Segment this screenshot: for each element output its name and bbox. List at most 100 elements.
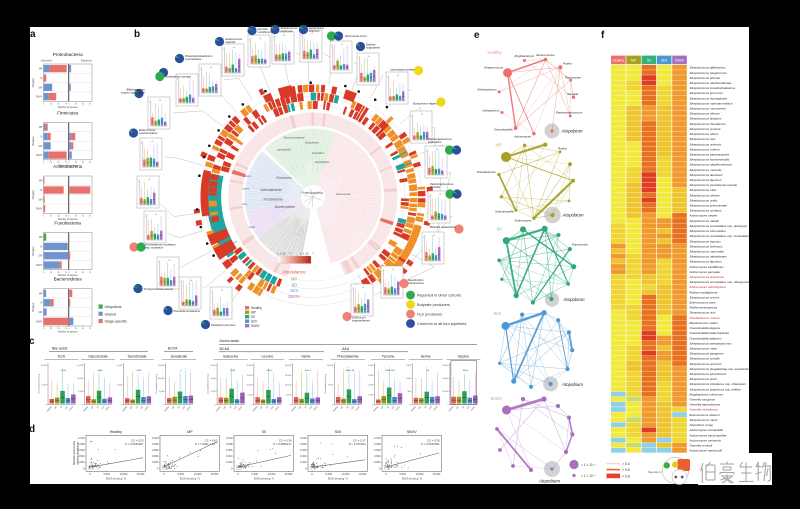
svg-text:0.008: 0.008 bbox=[300, 442, 307, 446]
svg-text:Actinomyces suimastidis: Actinomyces suimastidis bbox=[689, 428, 724, 432]
svg-text:2,000: 2,000 bbox=[406, 365, 412, 367]
svg-text:Ubiquitous: Ubiquitous bbox=[105, 305, 122, 309]
svg-text:0.010: 0.010 bbox=[152, 436, 159, 440]
svg-text:Streptococcus cristatus: Streptococcus cristatus bbox=[690, 209, 722, 213]
svg-text:Streptococcus caballi: Streptococcus caballi bbox=[690, 219, 720, 223]
svg-text:BCAA: BCAA bbox=[220, 347, 230, 351]
svg-text:S0: S0 bbox=[497, 227, 503, 232]
svg-text:CC = 0.39: CC = 0.39 bbox=[427, 439, 440, 443]
svg-text:50: 50 bbox=[82, 104, 85, 106]
svg-text:Gemella: Gemella bbox=[258, 27, 269, 31]
svg-text:Shared: Shared bbox=[105, 312, 117, 316]
svg-text:SIII/IV: SIII/IV bbox=[251, 324, 261, 328]
svg-text:1: 1 bbox=[180, 282, 181, 284]
svg-text:50: 50 bbox=[82, 162, 85, 164]
svg-text:Streptococcus oralis: Streptococcus oralis bbox=[690, 198, 718, 202]
svg-text:Stages: Stages bbox=[31, 246, 35, 256]
svg-text:5,000: 5,000 bbox=[247, 395, 253, 397]
svg-text:1: 1 bbox=[301, 35, 302, 37]
svg-text:*: * bbox=[180, 369, 182, 373]
svg-text:P = 1.9021 × 10⁻⁷: P = 1.9021 × 10⁻⁷ bbox=[195, 442, 217, 446]
svg-text:10,000: 10,000 bbox=[416, 472, 424, 476]
svg-text:succinatutens: succinatutens bbox=[185, 57, 202, 61]
svg-text:Actinomyces georgiae: Actinomyces georgiae bbox=[689, 270, 721, 274]
svg-text:1: 1 bbox=[158, 262, 159, 264]
svg-text:MP: MP bbox=[130, 406, 134, 410]
svg-text:Streptococcus equinus: Streptococcus equinus bbox=[690, 239, 722, 243]
svg-text:Leucine: Leucine bbox=[261, 355, 273, 359]
svg-text:*: * bbox=[187, 76, 189, 80]
svg-text:0: 0 bbox=[83, 466, 85, 470]
svg-text:25: 25 bbox=[50, 216, 53, 218]
svg-text:0.006: 0.006 bbox=[374, 448, 381, 452]
svg-text:Stages: Stages bbox=[31, 190, 35, 200]
svg-text:SIII/IV: SIII/IV bbox=[491, 396, 503, 401]
svg-text:Healthy: Healthy bbox=[215, 405, 222, 412]
svg-text:*: * bbox=[421, 113, 423, 117]
svg-text:Streptococcus loxodontisalivar: Streptococcus loxodontisalivarius bbox=[690, 86, 736, 90]
svg-text:Streptococcus oligofermentans: Streptococcus oligofermentans bbox=[690, 163, 733, 167]
svg-text:Firmicutes: Firmicutes bbox=[276, 176, 292, 180]
svg-text:15,000: 15,000 bbox=[285, 375, 292, 377]
svg-text:S0: S0 bbox=[251, 315, 255, 319]
svg-text:S0: S0 bbox=[647, 59, 651, 63]
svg-text:S0: S0 bbox=[136, 405, 140, 409]
svg-text:10,000: 10,000 bbox=[285, 385, 292, 387]
svg-text:Butyrate producers: Butyrate producers bbox=[417, 302, 450, 307]
svg-text:> 0.8: > 0.8 bbox=[622, 474, 630, 478]
svg-text:SIII/IV: SIII/IV bbox=[36, 265, 43, 267]
svg-text:10,000: 10,000 bbox=[268, 472, 276, 476]
svg-text:Streptococcus pseudopneumoniae: Streptococcus pseudopneumoniae bbox=[690, 183, 738, 187]
svg-text:Granulicatella: Granulicatella bbox=[494, 128, 513, 132]
svg-text:2,000: 2,000 bbox=[211, 391, 217, 393]
svg-text:sap. nucleatum: sap. nucleatum bbox=[145, 246, 164, 250]
svg-text:AAA: AAA bbox=[342, 347, 350, 351]
svg-text:4,000: 4,000 bbox=[368, 365, 374, 367]
svg-text:10,000: 10,000 bbox=[194, 472, 202, 476]
svg-text:SI/II: SI/II bbox=[65, 406, 69, 410]
svg-text:0: 0 bbox=[43, 328, 45, 330]
svg-text:Isoleucine: Isoleucine bbox=[223, 355, 238, 359]
svg-text:Actinomyces cardiffensis: Actinomyces cardiffensis bbox=[689, 265, 724, 269]
svg-text:Serine: Serine bbox=[421, 355, 431, 359]
svg-text:CC = 0.17: CC = 0.17 bbox=[353, 439, 366, 443]
svg-text:6,000: 6,000 bbox=[211, 365, 217, 367]
svg-text:CC = 0.23: CC = 0.23 bbox=[131, 439, 144, 443]
svg-text:Stages: Stages bbox=[31, 302, 35, 312]
svg-text:Streptococcus ursoris: Streptococcus ursoris bbox=[690, 295, 720, 299]
svg-text:Streptococcus cuniculi: Streptococcus cuniculi bbox=[690, 127, 721, 131]
svg-text:*: * bbox=[259, 37, 261, 41]
svg-text:0: 0 bbox=[43, 272, 45, 274]
svg-text:0.006: 0.006 bbox=[78, 448, 85, 452]
svg-text:75: 75 bbox=[65, 104, 68, 106]
svg-text:0: 0 bbox=[68, 328, 70, 330]
svg-text:Number of species: Number of species bbox=[58, 106, 79, 109]
svg-text:10,000: 10,000 bbox=[342, 472, 350, 476]
svg-text:0: 0 bbox=[385, 472, 387, 476]
svg-text:2,000: 2,000 bbox=[117, 385, 123, 387]
svg-text:Streptococcus porcorum: Streptococcus porcorum bbox=[690, 91, 724, 95]
svg-text:0: 0 bbox=[237, 472, 239, 476]
svg-text:1: 1 bbox=[426, 151, 427, 153]
svg-text:S0: S0 bbox=[462, 405, 466, 409]
svg-text:CC = 0.63: CC = 0.63 bbox=[205, 439, 218, 443]
svg-text:*: * bbox=[392, 268, 394, 272]
svg-text:Proteobacteria: Proteobacteria bbox=[53, 52, 83, 57]
svg-text:Granulicatella balaenopterae: Granulicatella balaenopterae bbox=[690, 331, 730, 335]
svg-text:morbillorum: morbillorum bbox=[258, 30, 273, 34]
svg-text:SI/II: SI/II bbox=[38, 256, 42, 258]
svg-text:DCA (nmol g⁻¹): DCA (nmol g⁻¹) bbox=[402, 477, 422, 481]
svg-text:0.004: 0.004 bbox=[152, 454, 159, 458]
svg-text:15,000: 15,000 bbox=[77, 365, 84, 367]
svg-text:infirmum: infirmum bbox=[309, 29, 320, 33]
svg-text:1,000: 1,000 bbox=[406, 378, 412, 380]
svg-text:SIII/IV: SIII/IV bbox=[106, 406, 111, 412]
svg-text:Streptococcus parasanguinis: Streptococcus parasanguinis bbox=[690, 153, 730, 157]
svg-text:3,000: 3,000 bbox=[368, 375, 374, 377]
svg-text:20,000: 20,000 bbox=[285, 365, 292, 367]
svg-text:1: 1 bbox=[145, 216, 146, 218]
svg-text:Depleted: Depleted bbox=[81, 59, 93, 63]
svg-text:SI: SI bbox=[40, 78, 43, 80]
svg-text:DCA (nmol g⁻¹): DCA (nmol g⁻¹) bbox=[254, 477, 274, 481]
svg-text:0: 0 bbox=[43, 162, 45, 164]
